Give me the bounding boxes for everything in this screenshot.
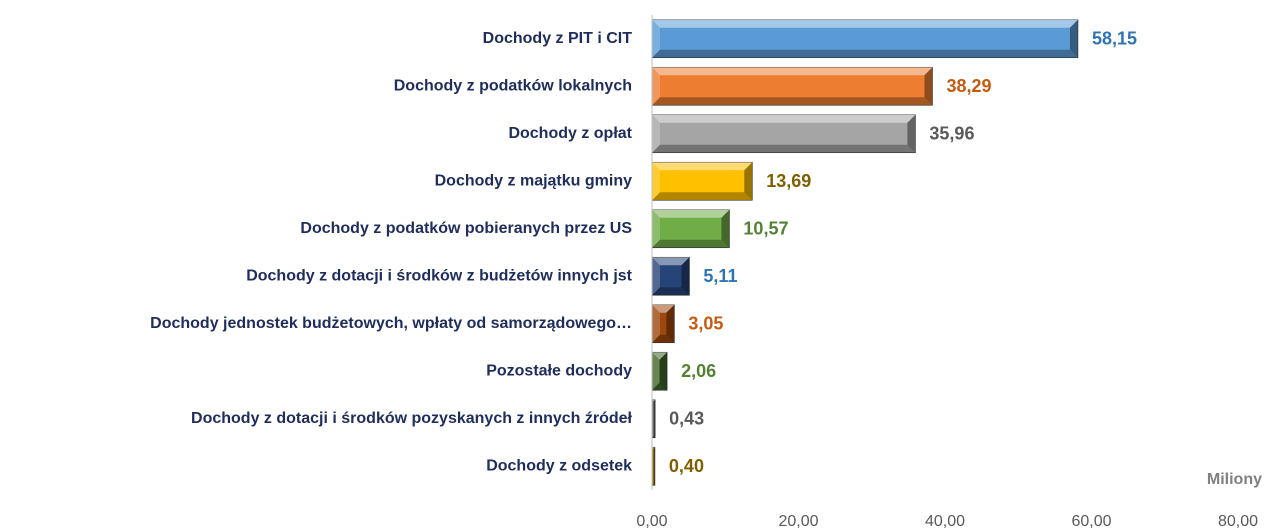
value-label: 0,40: [669, 456, 704, 476]
bar-bevel: [652, 192, 753, 201]
bar-bevel: [653, 399, 656, 438]
y-tick-label: Dochody z podatków pobieranych przez US: [300, 220, 632, 237]
bar: [651, 256, 690, 296]
bar: [651, 161, 753, 201]
bar-bevel: [924, 67, 933, 106]
bar-bevel: [744, 162, 753, 201]
value-label: 38,29: [946, 76, 991, 96]
bar-bevel: [652, 209, 660, 248]
bar-bevel: [652, 97, 933, 106]
bar-bevel: [652, 257, 660, 296]
bar: [651, 66, 933, 106]
x-tick-label: 20,00: [778, 513, 818, 530]
x-axis-title: Miliony: [1207, 471, 1262, 488]
bar-bevel: [666, 304, 675, 343]
bar-bevel: [652, 67, 660, 106]
bar-bevel: [652, 304, 660, 343]
bar-bevel: [652, 352, 668, 360]
bar-bevel: [652, 382, 668, 391]
y-tick-label: Dochody z odsetek: [486, 457, 632, 474]
y-tick-label: Dochody z PIT i CIT: [483, 30, 633, 47]
bar-bevel: [653, 447, 655, 486]
bar-bevel: [652, 162, 753, 171]
value-label: 0,43: [669, 409, 704, 429]
y-tick-label: Dochody z opłat: [508, 125, 632, 142]
bar: [651, 19, 1079, 59]
value-label: 13,69: [766, 171, 811, 191]
value-label: 3,05: [688, 314, 723, 334]
bar-bevel: [681, 257, 690, 296]
bar-bevel: [652, 19, 1078, 28]
value-label: 35,96: [929, 124, 974, 144]
bar: [651, 114, 916, 154]
bar-bevel: [652, 334, 675, 343]
x-tick-label: 80,00: [1218, 513, 1258, 530]
x-tick-label: 60,00: [1071, 513, 1111, 530]
value-label: 10,57: [743, 219, 788, 239]
x-tick-label: 40,00: [925, 513, 965, 530]
bar-bevel: [652, 483, 655, 486]
bar-bevel: [652, 114, 916, 123]
bar-bevel: [907, 114, 916, 153]
bar-bevel: [659, 352, 668, 391]
bar-bevel: [652, 352, 660, 391]
bar-bevel: [652, 114, 660, 153]
bar-bevel: [652, 144, 916, 153]
bar-bevel: [652, 399, 656, 402]
bar-bevel: [652, 209, 730, 218]
bar: [651, 209, 730, 249]
bar-bevel: [652, 67, 933, 76]
bar-bevel: [652, 239, 730, 248]
value-label: 5,11: [703, 266, 737, 286]
y-tick-label: Pozostałe dochody: [486, 362, 632, 379]
value-label: 58,15: [1092, 29, 1137, 49]
bar-bevel: [721, 209, 730, 248]
bar-bevel: [652, 436, 656, 438]
y-tick-label: Dochody z majątku gminy: [435, 172, 632, 189]
x-tick-label: 0,00: [636, 513, 667, 530]
bar-bevel: [652, 162, 660, 201]
bar-bevel: [652, 49, 1078, 58]
y-tick-label: Dochody z dotacji i środków z budżetów i…: [246, 267, 632, 284]
bar-bevel: [652, 19, 660, 58]
bar-bevel: [652, 257, 690, 266]
y-tick-label: Dochody z dotacji i środków pozyskanych …: [191, 410, 633, 427]
bar-bevel: [652, 304, 675, 313]
y-tick-label: Dochody z podatków lokalnych: [394, 77, 632, 94]
bar-bevel: [1069, 19, 1078, 58]
bar-bevel: [652, 447, 655, 449]
y-tick-label: Dochody jednostek budżetowych, wpłaty od…: [150, 315, 632, 332]
bar-bevel: [652, 287, 690, 296]
value-label: 2,06: [681, 361, 716, 381]
